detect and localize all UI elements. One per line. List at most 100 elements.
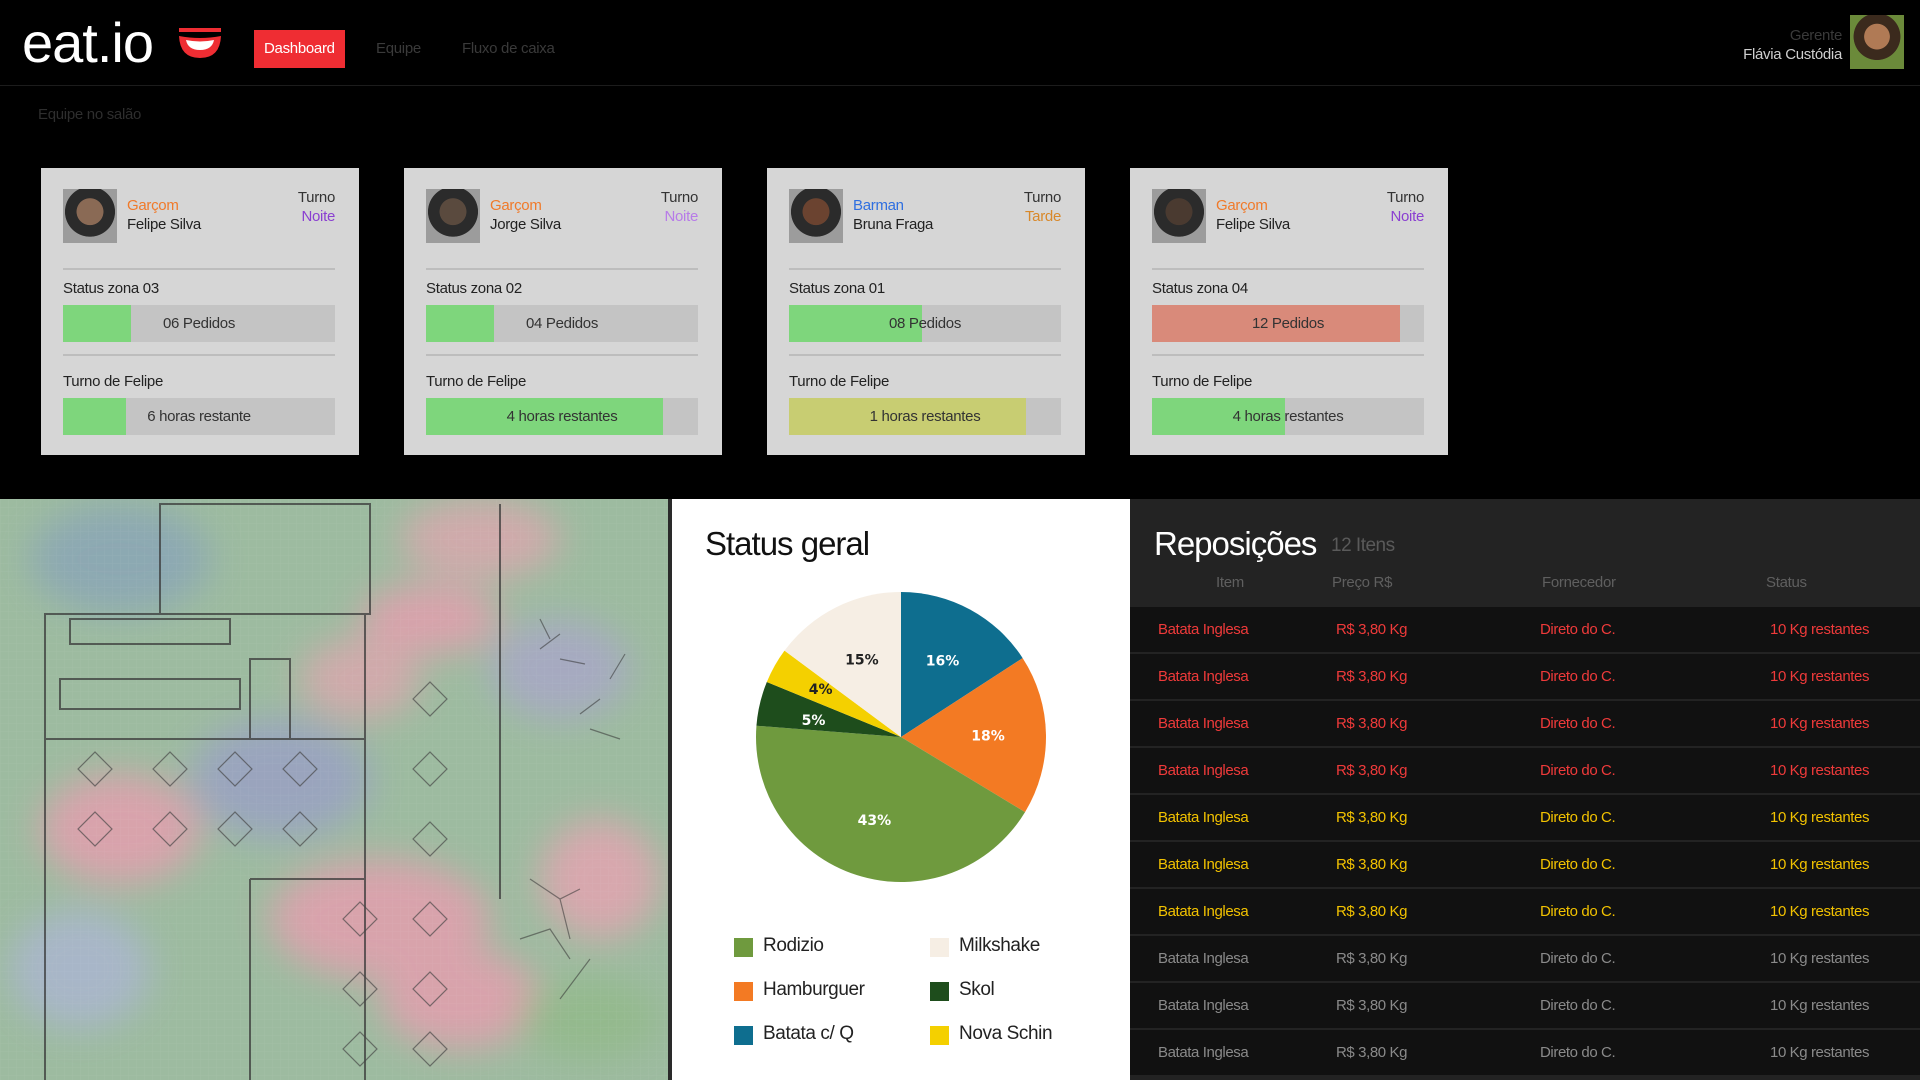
pedidos-count: 04 Pedidos (525, 315, 599, 332)
table-row[interactable]: Batata Inglesa R$ 3,80 Kg Direto do C. 1… (1130, 936, 1920, 981)
user-avatar[interactable] (1850, 15, 1904, 69)
column-header-item[interactable]: Item (1216, 574, 1244, 591)
user-info[interactable]: Gerente Flávia Custódia (1743, 26, 1842, 64)
horas-restantes: 4 horas restantes (1232, 408, 1344, 425)
floor-plan-heatmap[interactable] (0, 499, 672, 1080)
table-row[interactable]: Batata Inglesa R$ 3,80 Kg Direto do C. 1… (1130, 795, 1920, 840)
cell-preco: R$ 3,80 Kg (1336, 997, 1408, 1014)
cell-item: Batata Inglesa (1158, 1044, 1249, 1061)
cell-preco: R$ 3,80 Kg (1336, 950, 1408, 967)
cell-status: 10 Kg restantes (1770, 668, 1870, 685)
pie-slice[interactable] (756, 725, 1026, 882)
status-geral-panel: Status geral 16% 18% 43% 5% 4% 15% Rodizio Mi… (672, 499, 1130, 1080)
staff-role: Garçom (127, 197, 179, 214)
legend-swatch (930, 982, 949, 1001)
staff-card[interactable]: Garçom Felipe Silva Turno Noite Status z… (1130, 168, 1448, 455)
turno-label: Turno (1023, 189, 1061, 206)
turno-progress-bar[interactable]: 6 horas restante (63, 398, 335, 435)
pedidos-count: 06 Pedidos (162, 315, 236, 332)
pie-slice[interactable] (784, 592, 901, 737)
turno-progress-fill (789, 398, 1026, 435)
cell-fornecedor: Direto do C. (1540, 621, 1616, 638)
staff-name: Bruna Fraga (853, 216, 934, 233)
turno-progress-bar[interactable]: 1 horas restantes (789, 398, 1061, 435)
table-row[interactable]: Batata Inglesa R$ 3,80 Kg Direto do C. 1… (1130, 607, 1920, 652)
cell-item: Batata Inglesa (1158, 809, 1249, 826)
divider (63, 354, 335, 356)
cell-status: 10 Kg restantes (1770, 715, 1870, 732)
staff-card[interactable]: Barman Bruna Fraga Turno Tarde Status zo… (767, 168, 1085, 455)
turno-value: Tarde (1024, 208, 1061, 225)
divider (63, 268, 335, 270)
cell-fornecedor: Direto do C. (1540, 903, 1616, 920)
cell-preco: R$ 3,80 Kg (1336, 809, 1408, 826)
pedidos-progress-bar[interactable]: 04 Pedidos (426, 305, 698, 342)
pie-data-label: 15% (845, 652, 879, 668)
cell-item: Batata Inglesa (1158, 950, 1249, 967)
table-row[interactable]: Batata Inglesa R$ 3,80 Kg Direto do C. 1… (1130, 701, 1920, 746)
turno-progress-bar[interactable]: 4 horas restantes (1152, 398, 1424, 435)
table-row[interactable]: Batata Inglesa R$ 3,80 Kg Direto do C. 1… (1130, 983, 1920, 1028)
turno-de-label: Turno de Felipe (1152, 373, 1253, 390)
cell-fornecedor: Direto do C. (1540, 950, 1616, 967)
divider (789, 354, 1061, 356)
column-header-fornecedor[interactable]: Fornecedor (1542, 574, 1616, 591)
staff-name: Felipe Silva (127, 216, 201, 233)
staff-card[interactable]: Garçom Jorge Silva Turno Noite Status zo… (404, 168, 722, 455)
logo-text[interactable]: eat.io (22, 11, 154, 74)
table-row[interactable]: Batata Inglesa R$ 3,80 Kg Direto do C. 1… (1130, 748, 1920, 793)
pedidos-progress-bar[interactable]: 12 Pedidos (1152, 305, 1424, 342)
logo-bowl-icon (179, 28, 221, 58)
column-header-preco[interactable]: Preço R$ (1332, 574, 1393, 591)
staff-avatar (63, 189, 117, 243)
staff-card[interactable]: Garçom Felipe Silva Turno Noite Status z… (41, 168, 359, 455)
horas-restantes: 1 horas restantes (869, 408, 981, 425)
staff-avatar (426, 189, 480, 243)
pie-slice[interactable] (901, 658, 1046, 813)
pie-slice[interactable] (756, 682, 901, 737)
cell-fornecedor: Direto do C. (1540, 668, 1616, 685)
pie-data-label: 4% (809, 682, 833, 698)
cell-fornecedor: Direto do C. (1540, 715, 1616, 732)
cell-status: 10 Kg restantes (1770, 809, 1870, 826)
table-row[interactable]: Batata Inglesa R$ 3,80 Kg Direto do C. 1… (1130, 889, 1920, 934)
turno-de-label: Turno de Felipe (789, 373, 890, 390)
cell-preco: R$ 3,80 Kg (1336, 715, 1408, 732)
legend-label: Rodizio (763, 935, 824, 956)
reposicoes-title: Reposições (1154, 525, 1317, 562)
turno-progress-fill (426, 398, 663, 435)
turno-label: Turno (1386, 189, 1424, 206)
pie-chart[interactable]: 16% 18% 43% 5% 4% 15% (672, 579, 1130, 909)
legend-label: Milkshake (959, 935, 1040, 956)
pie-slice[interactable] (766, 650, 901, 737)
nav-equipe[interactable]: Equipe (376, 40, 421, 57)
reposicoes-panel: Reposições 12 Itens Item Preço R$ Fornec… (1130, 499, 1920, 1080)
table-row[interactable]: Batata Inglesa R$ 3,80 Kg Direto do C. 1… (1130, 842, 1920, 887)
cell-preco: R$ 3,80 Kg (1336, 668, 1408, 685)
turno-progress-fill (1152, 398, 1286, 435)
pedidos-progress-bar[interactable]: 06 Pedidos (63, 305, 335, 342)
cell-status: 10 Kg restantes (1770, 997, 1870, 1014)
cell-preco: R$ 3,80 Kg (1336, 762, 1408, 779)
pedidos-progress-fill (1152, 305, 1400, 342)
turno-de-label: Turno de Felipe (63, 373, 164, 390)
table-row[interactable]: Batata Inglesa R$ 3,80 Kg Direto do C. 1… (1130, 1030, 1920, 1075)
reposicoes-count: 12 Itens (1331, 535, 1395, 556)
cell-status: 10 Kg restantes (1770, 762, 1870, 779)
divider (789, 268, 1061, 270)
column-header-status[interactable]: Status (1766, 574, 1807, 591)
pie-slice[interactable] (901, 592, 1023, 737)
nav-fluxo-de-caixa[interactable]: Fluxo de caixa (462, 40, 555, 57)
turno-progress-bar[interactable]: 4 horas restantes (426, 398, 698, 435)
pie-data-label: 16% (926, 654, 960, 670)
pedidos-progress-bar[interactable]: 08 Pedidos (789, 305, 1061, 342)
staff-avatar (789, 189, 843, 243)
legend-swatch (734, 938, 753, 957)
staff-role: Garçom (490, 197, 542, 214)
cell-item: Batata Inglesa (1158, 715, 1249, 732)
divider (426, 268, 698, 270)
cell-fornecedor: Direto do C. (1540, 762, 1616, 779)
legend-label: Nova Schin (959, 1023, 1053, 1044)
nav-dashboard[interactable]: Dashboard (254, 30, 345, 68)
table-row[interactable]: Batata Inglesa R$ 3,80 Kg Direto do C. 1… (1130, 654, 1920, 699)
